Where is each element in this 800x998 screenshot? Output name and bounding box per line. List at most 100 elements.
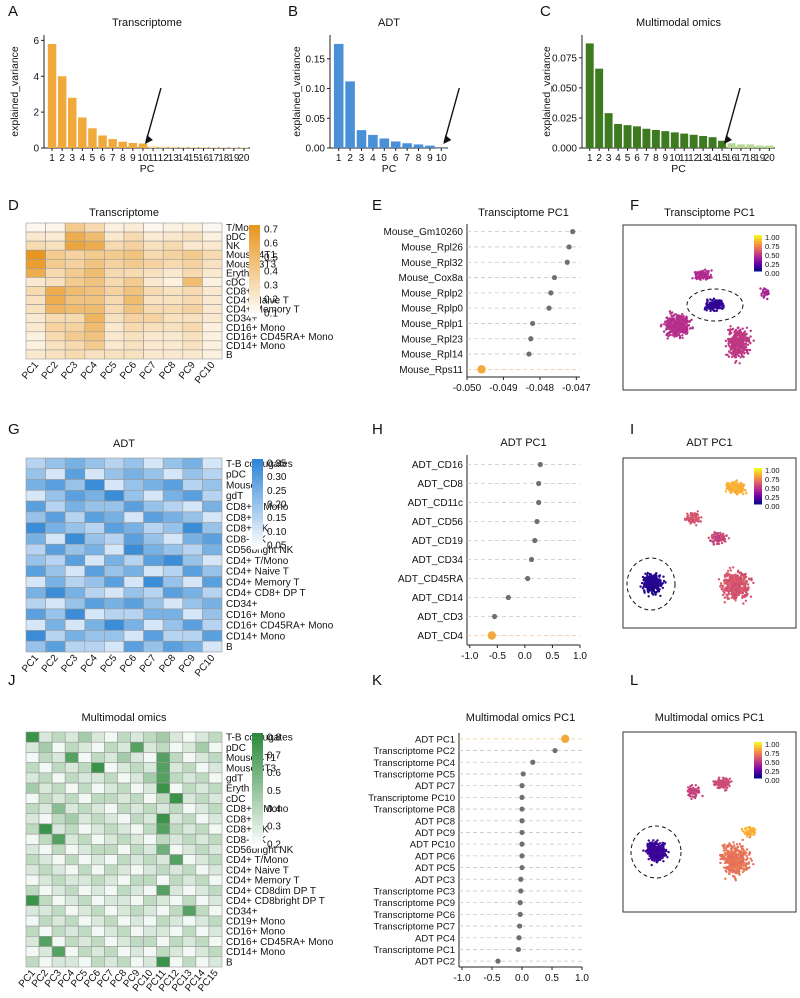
heatmap-cell	[208, 833, 223, 845]
legend-swatch	[252, 767, 263, 772]
heatmap-cell	[104, 457, 125, 470]
heatmap-cell	[64, 322, 86, 333]
heatmap-cell	[51, 925, 66, 937]
legend-tick-label: 0.6	[267, 768, 281, 779]
heatmap-cell	[195, 956, 210, 968]
heatmap-cell	[77, 762, 92, 774]
cell-point	[690, 797, 693, 801]
heatmap-cell	[104, 640, 125, 653]
heatmap-cell	[162, 286, 184, 296]
row-label: ADT_CD14	[412, 593, 464, 604]
heatmap-cell	[202, 630, 223, 642]
cell-point	[731, 574, 735, 577]
heatmap-cell	[156, 752, 171, 763]
bar	[604, 113, 613, 148]
heatmap-cell	[45, 490, 66, 502]
legend-swatch	[252, 525, 263, 529]
cell-point	[640, 581, 644, 585]
heatmap-cell	[91, 956, 105, 968]
heatmap-cell	[117, 895, 131, 906]
cell-point	[728, 489, 732, 493]
heatmap-cell	[64, 782, 79, 794]
cell-point	[657, 575, 661, 578]
cell-point	[724, 339, 728, 342]
x-tick-label: 14	[707, 153, 719, 164]
heatmap-cell	[104, 522, 125, 534]
heatmap-cell	[123, 258, 144, 269]
heatmap-cell	[51, 762, 66, 774]
x-tick-label: 1.0	[573, 651, 587, 662]
cell-point	[673, 313, 676, 316]
heatmap-cell	[84, 268, 105, 278]
heatmap-cell	[45, 304, 66, 314]
heatmap-cell	[182, 554, 203, 567]
cell-point	[653, 585, 656, 589]
heatmap-cell	[169, 803, 184, 815]
row-label: CD4+ Naive T	[226, 567, 289, 578]
cell-point	[706, 299, 709, 302]
cell-point	[760, 294, 763, 297]
y-tick-label: 0.075	[552, 53, 577, 64]
chart-title: Transcriptome	[89, 207, 159, 219]
heatmap-cell	[195, 884, 210, 896]
row-label: CD4+ T/Mono	[226, 556, 289, 567]
heatmap-cell	[182, 854, 197, 866]
heatmap-cell	[182, 640, 203, 653]
y-axis-label: explained_variance	[291, 46, 303, 137]
heatmap-cell	[64, 231, 86, 242]
cell-point	[705, 309, 708, 312]
cell-point	[679, 319, 682, 323]
heatmap-cell	[117, 731, 131, 743]
heatmap-cell	[182, 782, 197, 794]
heatmap-cell	[143, 576, 164, 588]
heatmap-cell	[162, 240, 184, 251]
heatmap-cell	[45, 457, 66, 470]
heatmap-cell	[143, 640, 164, 653]
heatmap-cell	[123, 630, 144, 642]
heatmap-cell	[64, 793, 79, 804]
heatmap-cell	[104, 752, 118, 763]
x-tick-label: 9	[427, 153, 433, 164]
cell-point	[661, 586, 664, 590]
legend-swatch	[249, 277, 260, 281]
cell-point	[724, 869, 727, 873]
cell-point	[725, 534, 728, 537]
cell-point	[739, 850, 743, 853]
data-point	[518, 888, 524, 894]
cell-point	[679, 317, 682, 320]
cell-point	[726, 860, 729, 863]
heatmap-cell	[45, 295, 66, 305]
legend-tick-label: 0.30	[267, 472, 287, 483]
heatmap-cell	[130, 905, 144, 917]
heatmap-cell	[38, 803, 53, 815]
cell-point	[730, 583, 734, 586]
legend-swatch	[252, 832, 263, 837]
heatmap-cell	[64, 741, 79, 753]
cell-point	[654, 573, 657, 577]
heatmap-cell	[123, 522, 144, 534]
heatmap-cell	[64, 884, 79, 896]
legend-tick-label: 0.75	[765, 749, 780, 758]
cell-point	[688, 790, 692, 793]
heatmap-cell	[45, 249, 66, 260]
cell-point	[678, 336, 682, 340]
cell-point	[736, 492, 740, 495]
row-label: Transcriptome PC6	[374, 910, 455, 921]
cell-point	[732, 841, 735, 844]
cell-point	[647, 858, 650, 861]
heatmap-cell	[25, 565, 46, 577]
heatmap-cell	[208, 946, 223, 958]
heatmap-cell	[202, 533, 223, 545]
legend-tick-label: 0.8	[267, 733, 281, 744]
heatmap-cell	[143, 844, 157, 855]
heatmap-cell	[117, 946, 131, 958]
x-tick-label: 7	[404, 153, 410, 164]
legend-swatch	[249, 252, 260, 257]
cell-point	[715, 309, 718, 312]
cell-point	[696, 271, 699, 274]
row-label: Mouse_Rplp0	[401, 304, 463, 315]
heatmap-cell	[123, 286, 144, 296]
cell-point	[742, 576, 745, 579]
cell-point	[682, 324, 685, 327]
heatmap-cell	[130, 925, 144, 937]
